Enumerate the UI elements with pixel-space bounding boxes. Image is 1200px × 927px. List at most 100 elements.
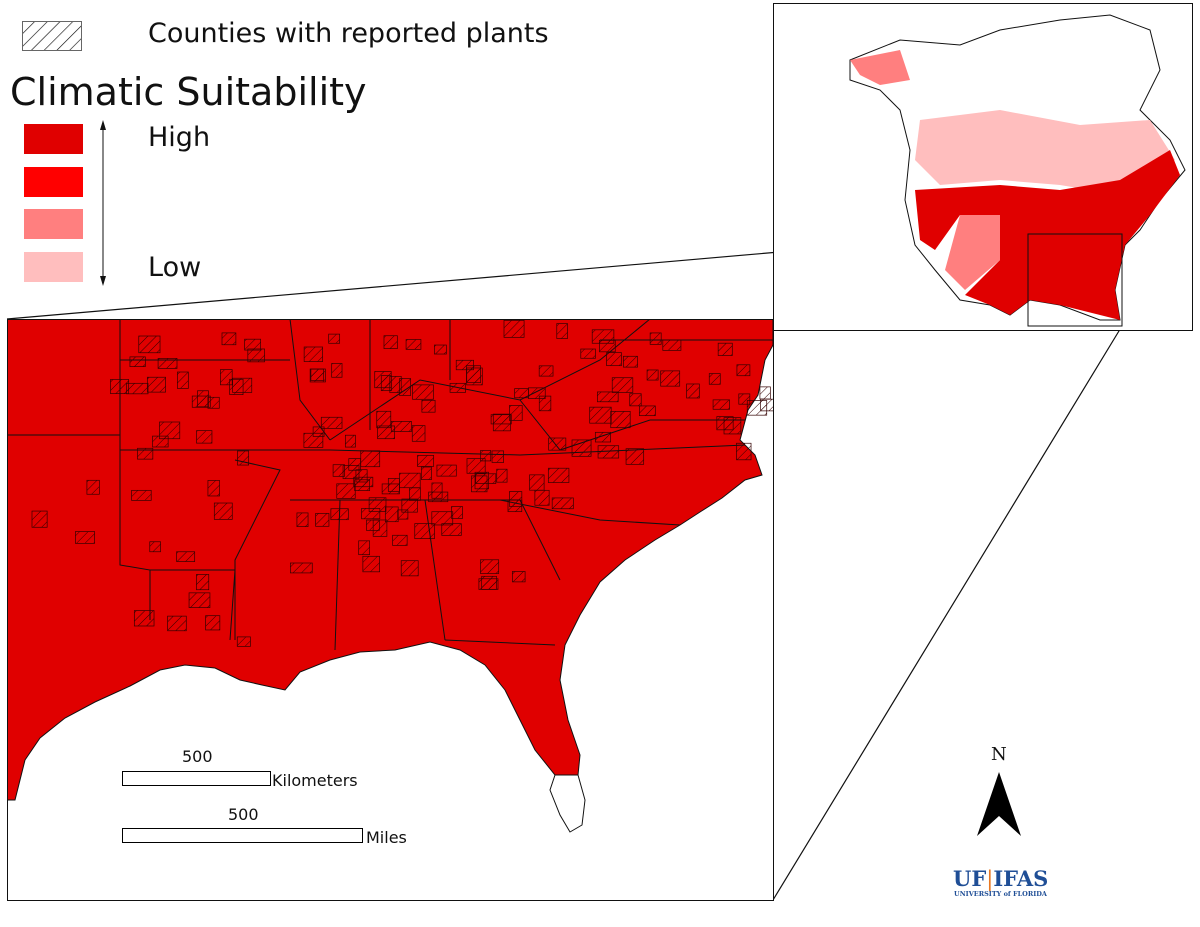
reported-county [738,393,751,405]
reported-county [599,340,616,353]
reported-county [431,511,454,526]
reported-county [646,369,659,381]
state-boundaries [7,319,773,651]
scale-mi-value: 500 [228,805,259,824]
reported-county [723,417,742,435]
reported-county [75,531,95,544]
reported-county [320,416,343,429]
reported-county [717,342,733,356]
legend-title: Climatic Suitability [10,70,367,114]
reported-county [336,483,356,499]
reported-county [597,445,620,459]
reported-county [481,575,497,590]
reported-county [138,335,161,354]
main-map [7,319,774,901]
reported-county [507,499,523,513]
reported-county [376,410,392,429]
reported-county [157,358,178,369]
gradient-arrow [100,120,106,286]
inset-alaska [850,50,910,85]
reported-county [512,571,526,583]
reported-county [760,398,774,412]
reported-county [625,448,645,465]
reported-county [529,474,545,491]
reported-county [556,323,568,339]
main-map-frame [7,319,774,901]
reported-county [232,377,253,393]
reported-county [360,450,381,468]
reported-county [296,512,309,527]
reported-county [649,332,662,345]
reported-county [362,555,380,573]
reported-county [133,610,155,627]
reported-county [623,355,638,368]
reported-county [387,478,400,492]
low-label: Low [148,252,202,283]
reported-county [708,373,721,385]
reported-county [606,352,622,367]
reported-county [176,551,196,562]
reported-county [315,513,330,527]
reported-county [383,335,398,349]
reported-county [247,348,265,363]
reported-county [330,508,349,521]
inset-map-frame [773,3,1193,331]
reported-county [434,344,447,355]
reported-county [366,519,380,531]
reported-county [712,399,730,410]
inset-suitability-low [915,110,1175,195]
reported-county [496,468,508,483]
reported-county [411,425,426,442]
reported-county [196,430,213,444]
swatch-high [24,124,83,154]
reported-county [177,371,189,389]
reported-county [503,320,525,338]
reported-county [594,431,611,443]
reported-county [597,391,619,403]
reported-county [611,377,634,393]
high-label: High [148,122,211,153]
reported-county [205,615,221,631]
reported-county [353,476,374,488]
reported-county [331,363,343,378]
swatch-medium-low [24,209,83,239]
logo-uf: UF [953,866,987,891]
reported-county [417,455,435,467]
reported-county [344,434,356,448]
reported-county [389,376,402,393]
reported-county [236,636,251,647]
reported-county [409,487,421,501]
reported-county [191,395,211,408]
reported-county [137,447,154,460]
reported-county [428,491,449,503]
reported-county [528,387,546,399]
reported-county [475,473,497,484]
reported-county [421,399,436,413]
reported-county [358,540,370,556]
reported-county [146,376,166,393]
reported-county [538,365,554,377]
reported-county [736,364,751,377]
reported-county [466,458,486,474]
reported-county [660,370,681,387]
reported-county [303,346,323,362]
reported-county [662,339,682,351]
reported-county [167,615,187,632]
reported-county [580,348,596,359]
reported-county [131,489,152,501]
reported-county [405,339,422,350]
reported-county [571,439,592,457]
reported-county [31,510,48,528]
reported-county [220,369,233,386]
reported-county [213,502,233,520]
reported-county [421,466,432,480]
hatch-swatch [22,21,82,51]
reported-county [629,393,642,407]
reported-county [290,562,313,574]
reported-county [310,368,325,381]
scale-km-unit: Kilometers [272,771,358,790]
reported-county [361,508,381,520]
logo-sub: UNIVERSITY of FLORIDA [954,890,1047,898]
reported-county [110,379,130,394]
